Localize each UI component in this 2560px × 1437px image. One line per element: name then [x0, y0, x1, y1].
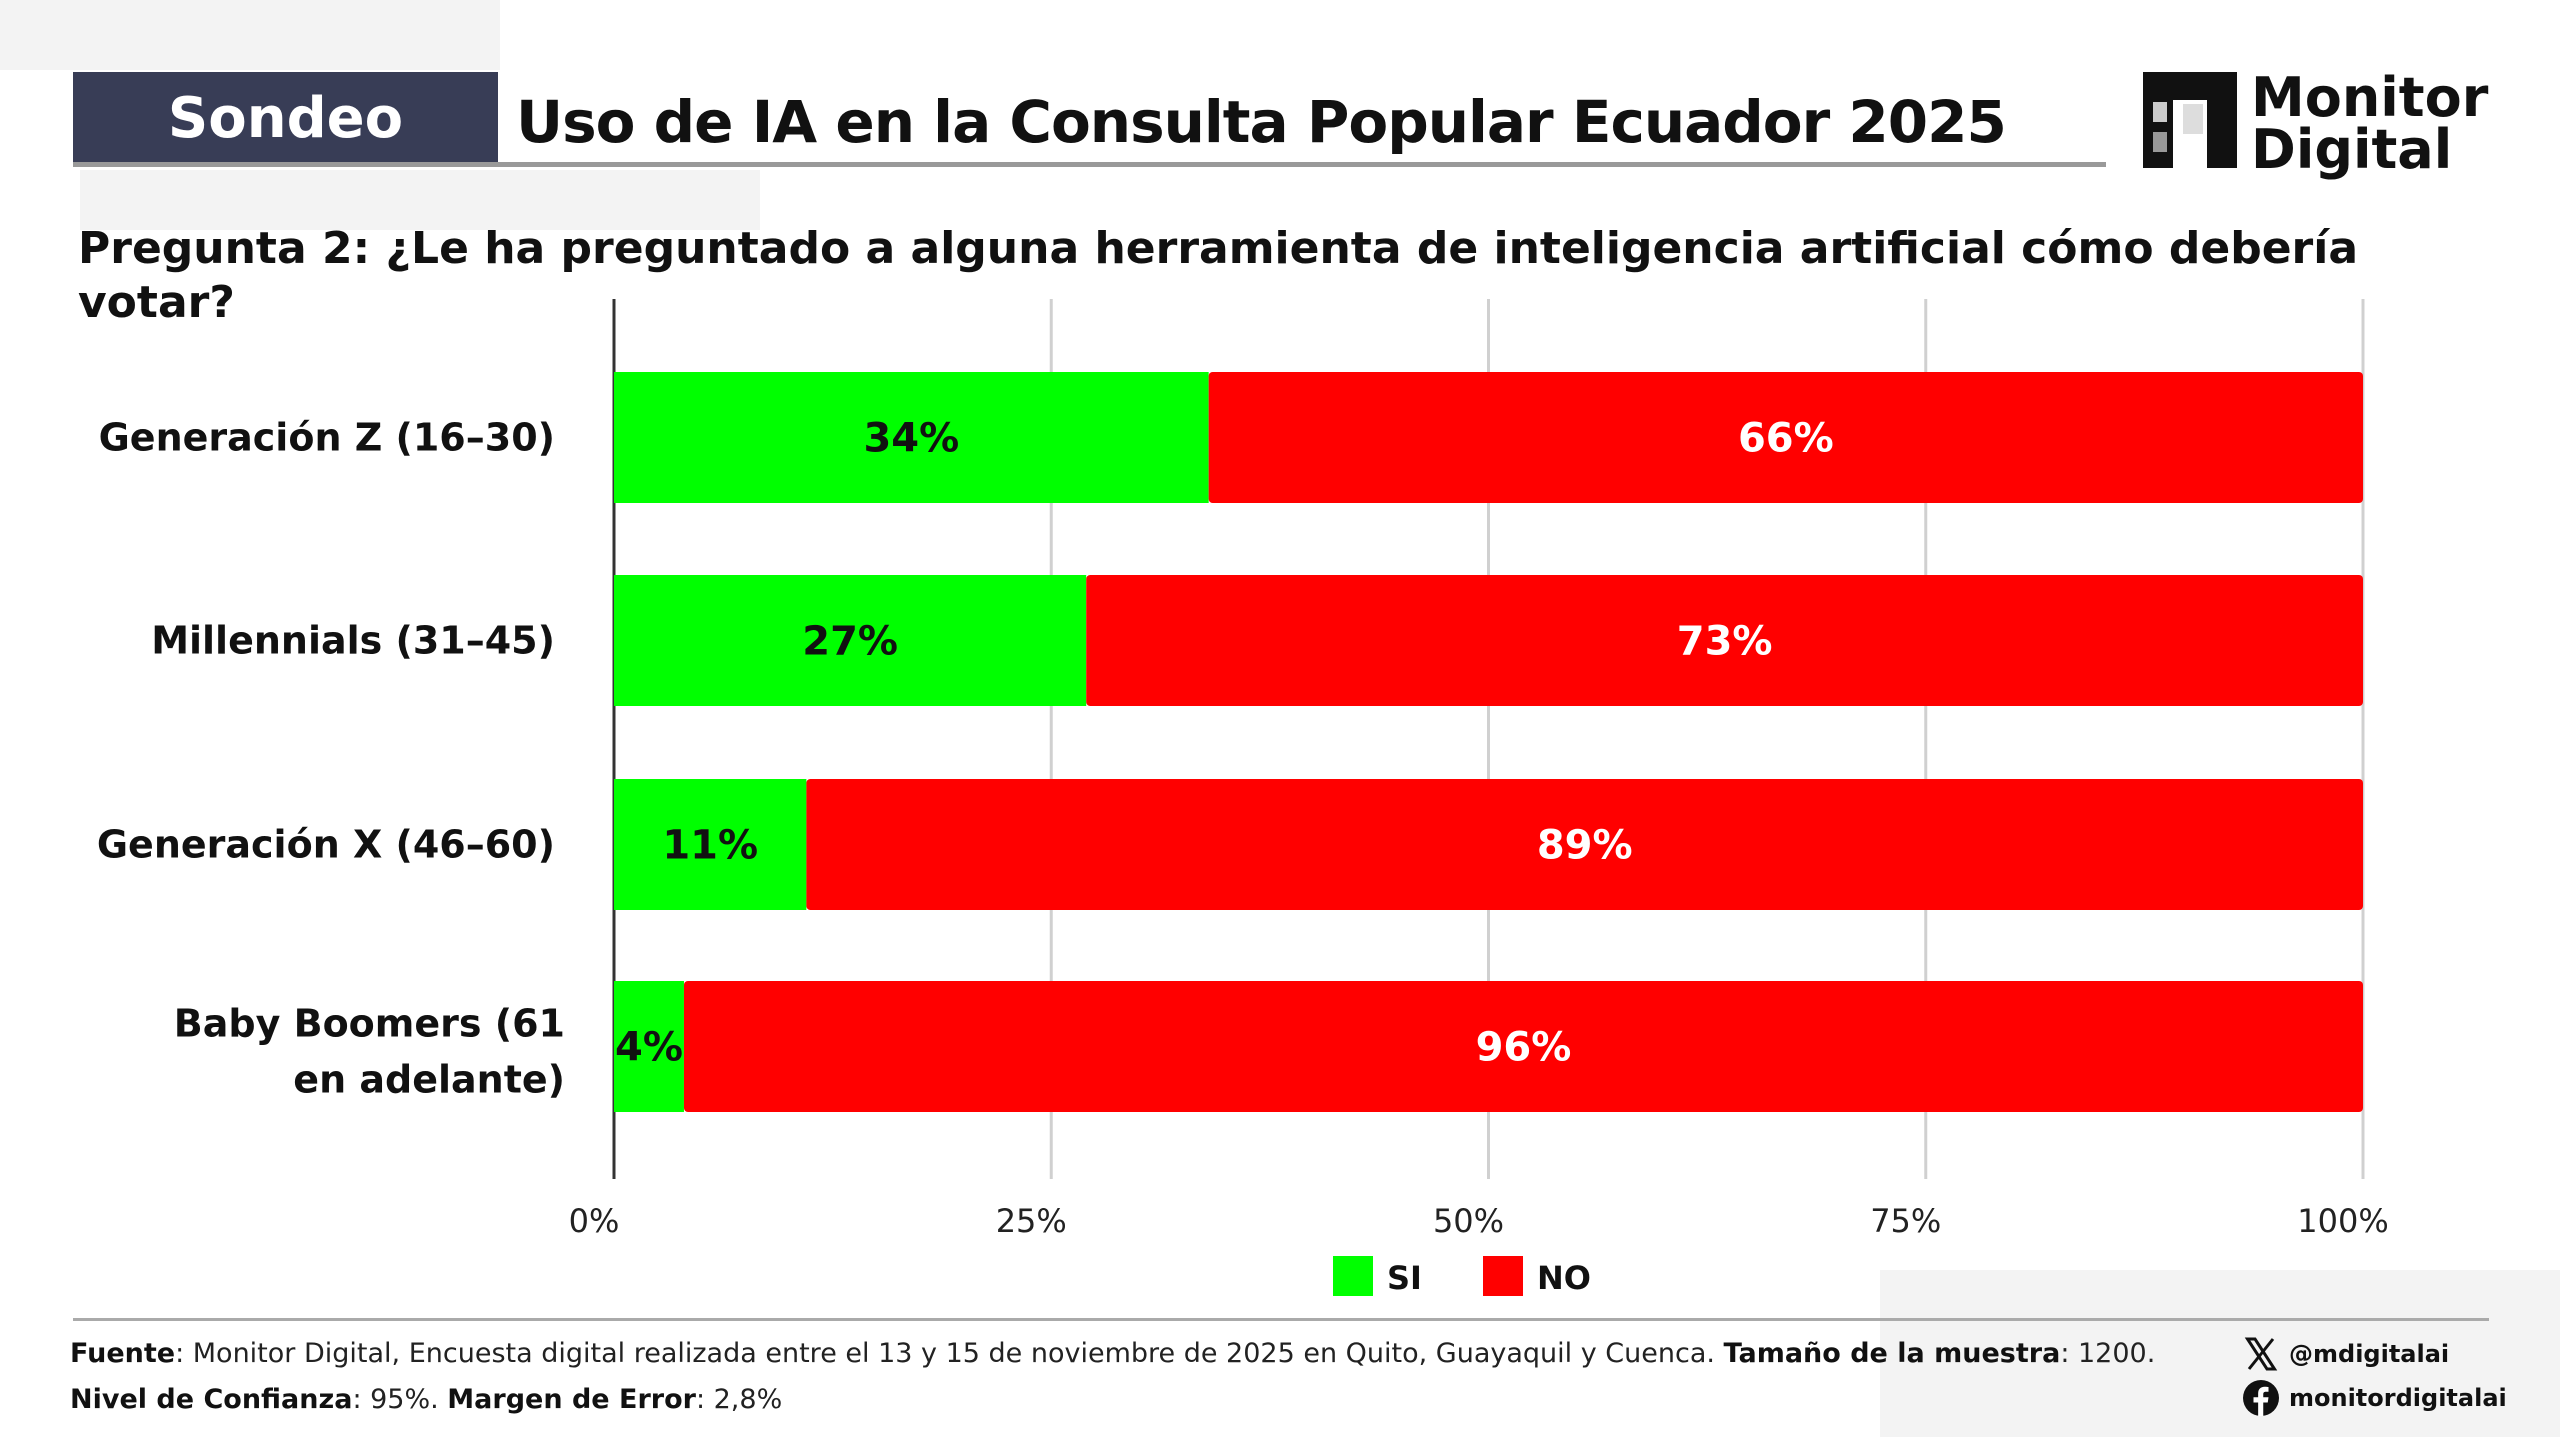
category-label: Generación X (46–60) [97, 823, 555, 867]
category-label: Millennials (31–45) [151, 619, 555, 663]
confidence-label: Nivel de Confianza [70, 1384, 353, 1415]
bar-no [806, 779, 2363, 910]
legend-label: NO [1537, 1259, 1591, 1297]
bar-si [614, 779, 807, 910]
facebook-icon [2243, 1380, 2279, 1416]
bar-si [614, 372, 1209, 503]
x-handle: @mdigitalai [2289, 1340, 2450, 1368]
social-x[interactable]: @mdigitalai [2243, 1336, 2449, 1372]
logo: Monitor Digital [2143, 66, 2489, 181]
logo-text-line2: Digital [2251, 118, 2453, 181]
bar-no [683, 981, 2364, 1112]
x-tick-label: 50% [1433, 1202, 1504, 1240]
legend-label: SI [1387, 1259, 1422, 1297]
decor-block [80, 170, 760, 230]
x-tick-label: 0% [569, 1202, 620, 1240]
x-tick-label: 100% [2297, 1202, 2388, 1240]
data-label: 34% [863, 416, 959, 462]
footer-source: Fuente: Monitor Digital, Encuesta digita… [70, 1338, 2155, 1369]
data-label: 73% [1677, 619, 1773, 665]
data-label: 89% [1537, 823, 1633, 869]
logo-mark-icon [2143, 72, 2237, 168]
source-label: Fuente [70, 1338, 176, 1369]
header-divider [73, 162, 2106, 167]
source-text: : Monitor Digital, Encuesta digital real… [175, 1338, 1724, 1369]
social-facebook[interactable]: monitordigitalai [2243, 1380, 2507, 1416]
x-tick-label: 75% [1870, 1202, 1941, 1240]
decor-block [0, 0, 500, 70]
x-logo-icon [2244, 1337, 2278, 1371]
sample-text: : 1200. [2060, 1338, 2156, 1369]
x-tick-label: 25% [996, 1202, 1067, 1240]
error-text: : 2,8% [695, 1384, 783, 1415]
category-label: Generación Z (16–30) [99, 416, 555, 460]
legend-swatch-si [1333, 1256, 1373, 1296]
bar-si [614, 981, 684, 1112]
footer-divider [73, 1318, 2489, 1321]
data-label: 96% [1476, 1025, 1572, 1071]
question-text: Pregunta 2: ¿Le ha preguntado a alguna h… [78, 223, 2359, 328]
page-title: Uso de IA en la Consulta Popular Ecuador… [516, 88, 2007, 156]
error-label: Margen de Error [447, 1384, 696, 1415]
sondeo-badge: Sondeo [73, 72, 498, 165]
footer-stats: Nivel de Confianza: 95%. Margen de Error… [70, 1384, 782, 1415]
data-label: 27% [802, 619, 898, 665]
facebook-handle: monitordigitalai [2289, 1384, 2507, 1412]
decor-block [1880, 1270, 2560, 1437]
bar-no [1208, 372, 2363, 503]
category-label: Baby Boomers (61 en adelante) [174, 1002, 565, 1102]
bar-no [1086, 575, 2363, 706]
data-label: 66% [1738, 416, 1834, 462]
legend-swatch-no [1483, 1256, 1523, 1296]
bar-si [614, 575, 1087, 706]
data-label: 4% [615, 1025, 683, 1071]
logo-text-line1: Monitor [2251, 66, 2489, 129]
data-label: 11% [662, 823, 758, 869]
sample-label: Tamaño de la muestra [1723, 1338, 2061, 1369]
confidence-text: : 95%. [352, 1384, 448, 1415]
